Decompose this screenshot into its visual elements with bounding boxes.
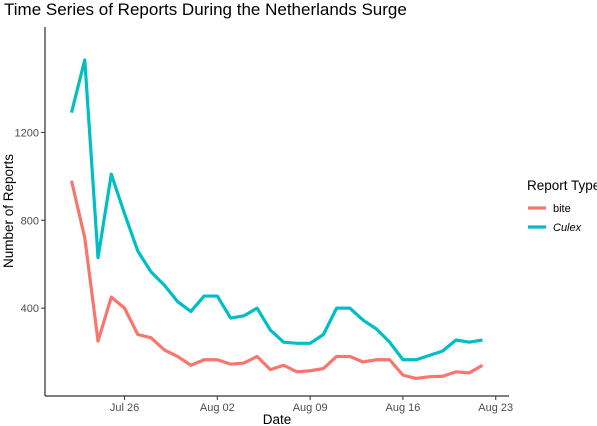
- legend: Report Type bite Culex: [527, 178, 597, 234]
- series-line-bite: [69, 180, 484, 381]
- chart-title: Time Series of Reports During the Nether…: [4, 0, 407, 19]
- y-tick-label: 400: [21, 303, 39, 315]
- x-axis-ticks: Jul 26 Aug 02 Aug 09 Aug 16 Aug 23: [110, 396, 513, 414]
- x-tick-label: Aug 23: [478, 402, 513, 414]
- series-lines: [69, 58, 484, 381]
- y-axis-title: Number of Reports: [1, 154, 16, 268]
- y-tick-label: 800: [21, 215, 39, 227]
- x-tick-label: Aug 09: [293, 402, 328, 414]
- legend-title: Report Type: [527, 178, 597, 193]
- legend-label-culex: Culex: [553, 222, 582, 234]
- y-tick-label: 1200: [15, 127, 39, 139]
- x-tick-label: Jul 26: [110, 402, 139, 414]
- legend-entries: bite Culex: [528, 203, 582, 234]
- x-tick-label: Aug 16: [386, 402, 421, 414]
- x-axis-title: Date: [263, 412, 292, 426]
- plot-area: 400 800 1200 Jul 26 Aug 02 Aug 09 Aug 16 Aug 2…: [15, 27, 513, 414]
- y-axis-ticks: 400 800 1200: [15, 127, 45, 315]
- x-tick-label: Aug 02: [200, 402, 235, 414]
- legend-label-bite: bite: [553, 203, 571, 215]
- series-line-culex: [69, 58, 483, 362]
